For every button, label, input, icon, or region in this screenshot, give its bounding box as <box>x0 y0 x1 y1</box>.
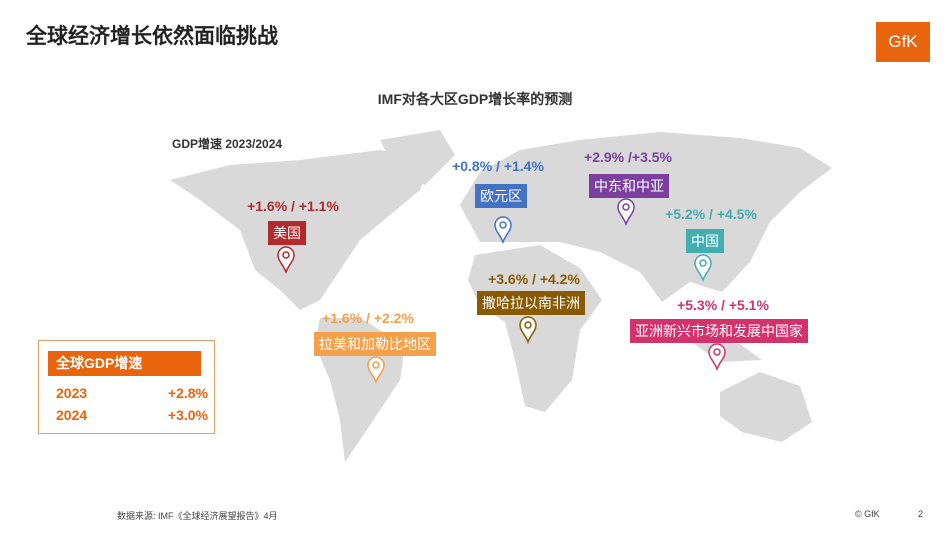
summary-value: +2.8% <box>167 385 208 401</box>
region-growth: +3.6% / +4.2% <box>488 271 580 287</box>
summary-year: 2023 <box>56 385 88 401</box>
pin <box>694 254 712 283</box>
region-label: 拉美和加勒比地区 <box>314 332 436 356</box>
title: 全球经济增长依然面临挑战 <box>26 25 278 48</box>
region-growth: +1.6% / +2.2% <box>322 310 414 326</box>
region-growth: +5.3% / +5.1% <box>677 297 769 313</box>
region-label: 亚洲新兴市场和发展中国家 <box>630 319 808 343</box>
pin <box>617 198 635 227</box>
region-label: 中东和中亚 <box>589 174 669 198</box>
region-growth: +2.9% /+3.5% <box>584 149 672 165</box>
pin-dot <box>372 361 380 369</box>
region-label: 撒哈拉以南非洲 <box>477 291 585 315</box>
pin-dot <box>282 251 290 259</box>
region-label: 欧元区 <box>475 184 527 208</box>
region-growth: +0.8% / +1.4% <box>452 158 544 174</box>
summary-value: +3.0% <box>167 407 208 423</box>
source: 数据来源: IMF《全球经济展望报告》4月 <box>117 511 278 521</box>
copyright: © GfK <box>855 509 880 519</box>
page-number: 2 <box>918 509 924 519</box>
region-growth: +5.2% / +4.5% <box>665 206 757 222</box>
region-label: 美国 <box>268 221 306 245</box>
pin <box>367 356 385 385</box>
pin <box>494 216 512 245</box>
pin <box>519 316 537 345</box>
region-label: 中国 <box>686 229 724 253</box>
pin <box>708 343 726 372</box>
subtitle: IMF对各大区GDP增长率的预测 <box>377 91 573 107</box>
region-growth: +1.6% / +1.1% <box>247 198 339 214</box>
summary-title: 全球GDP增速 <box>48 351 201 376</box>
summary-box: 全球GDP增速 2023 +2.8% 2024 +3.0% <box>38 340 215 434</box>
pin-dot <box>622 203 630 211</box>
summary-row: 2023 +2.8% <box>56 385 208 401</box>
pin <box>277 246 295 275</box>
summary-year: 2024 <box>56 407 88 423</box>
pin-dot <box>699 259 707 267</box>
summary-row: 2024 +3.0% <box>56 407 208 423</box>
logo: GfK <box>876 22 930 62</box>
pins <box>277 198 726 385</box>
pin-dot <box>524 321 532 329</box>
gdp-label: GDP增速 2023/2024 <box>172 137 283 151</box>
pin-dot <box>499 221 507 229</box>
pin-dot <box>713 348 721 356</box>
